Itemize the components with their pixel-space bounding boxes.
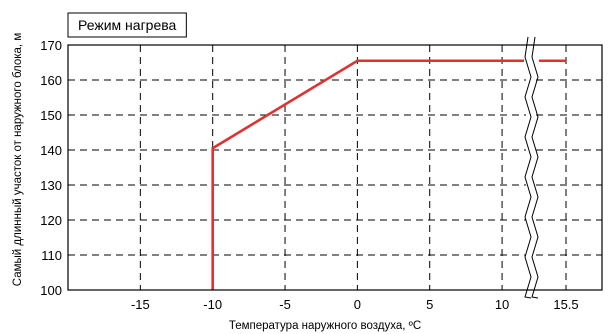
title-box — [67, 12, 187, 38]
x-tick-label: -5 — [279, 297, 291, 312]
y-tick-label: 140 — [40, 143, 62, 158]
plot-frame — [67, 44, 603, 291]
break-gap — [526, 37, 536, 298]
grid — [68, 45, 602, 290]
series-layer — [211, 59, 566, 290]
x-tick-label: 10 — [495, 297, 509, 312]
x-tick-label: 5 — [426, 297, 433, 312]
x-tick-label: 15.5 — [553, 297, 578, 312]
axis-break — [524, 36, 539, 299]
y-axis-label: Самый длинный участок от наружного блока… — [12, 33, 24, 287]
series-line — [211, 59, 524, 290]
y-tick-labels: 100 110 120 130 140 150 160 170 — [40, 38, 62, 298]
x-axis-label: Температура наружного воздуха, ºС — [229, 320, 421, 332]
x-tick-label: -15 — [131, 297, 150, 312]
chart-title: Режим нагрева — [78, 17, 177, 33]
break-line-left — [524, 36, 532, 299]
y-tick-label: 160 — [40, 73, 62, 88]
x-tick-label: 0 — [354, 297, 361, 312]
x-tick-label: -10 — [203, 297, 222, 312]
break-line-right — [531, 36, 539, 299]
y-tick-label: 170 — [40, 38, 62, 53]
chart-title-box: Режим нагрева — [67, 12, 187, 38]
y-tick-label: 150 — [40, 108, 62, 123]
y-tick-label: 120 — [40, 213, 62, 228]
y-tick-label: 110 — [41, 248, 62, 263]
y-tick-label: 130 — [40, 178, 62, 193]
x-tick-labels: -15 -10 -5 0 5 10 15.5 — [131, 297, 579, 312]
y-tick-label: 100 — [40, 283, 62, 298]
